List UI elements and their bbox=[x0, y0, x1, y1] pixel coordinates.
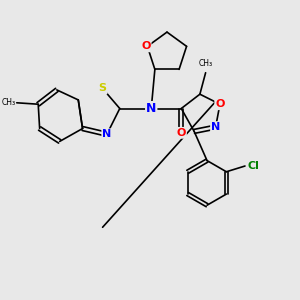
Text: O: O bbox=[177, 128, 186, 138]
Text: N: N bbox=[146, 102, 156, 115]
Text: O: O bbox=[141, 41, 151, 51]
Text: O: O bbox=[215, 99, 225, 109]
Text: N: N bbox=[211, 122, 220, 132]
Text: S: S bbox=[99, 83, 106, 94]
Text: Cl: Cl bbox=[248, 161, 260, 171]
Text: CH₃: CH₃ bbox=[1, 98, 15, 107]
Text: CH₃: CH₃ bbox=[199, 59, 213, 68]
Text: N: N bbox=[102, 129, 112, 139]
